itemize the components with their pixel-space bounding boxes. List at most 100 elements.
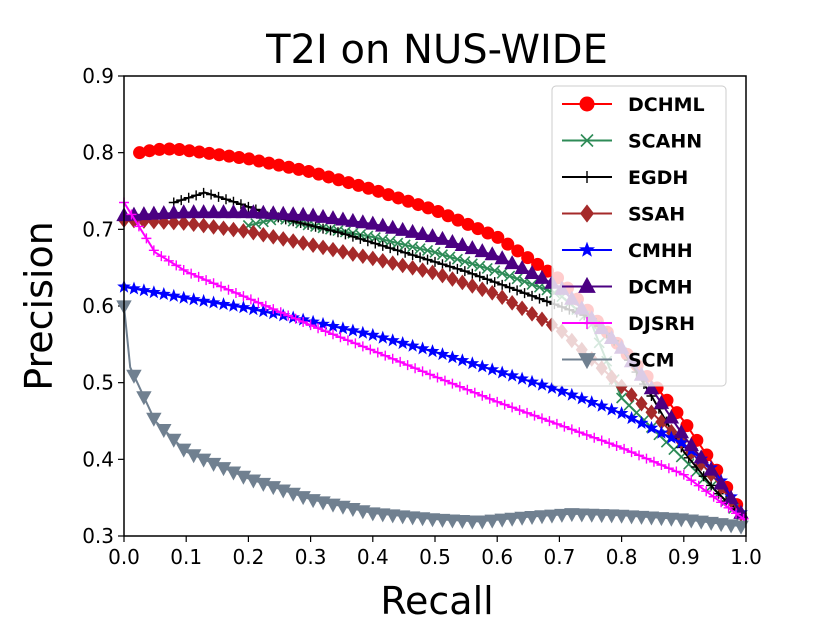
data-point <box>366 250 379 267</box>
data-point <box>356 325 370 339</box>
data-point <box>287 233 300 249</box>
data-point <box>416 262 429 278</box>
x-tick-label: 1.0 <box>730 545 762 569</box>
data-point <box>634 415 649 429</box>
data-point <box>217 220 230 237</box>
data-point <box>446 271 459 287</box>
data-point <box>365 215 381 230</box>
data-point <box>506 294 519 311</box>
data-point <box>693 480 704 491</box>
data-point <box>512 285 523 296</box>
data-point <box>476 281 489 298</box>
legend-item-dcmh: DCMH <box>562 277 693 299</box>
data-point <box>375 330 390 344</box>
data-point <box>415 341 430 355</box>
data-point <box>444 261 455 272</box>
legend-marker <box>578 353 596 370</box>
data-point <box>535 377 549 391</box>
data-point <box>559 421 570 432</box>
data-point <box>664 430 679 444</box>
data-point <box>455 353 470 367</box>
data-point <box>405 338 420 352</box>
x-tick-label: 0.8 <box>606 545 638 569</box>
data-point <box>256 304 271 318</box>
data-point <box>693 449 709 464</box>
data-point <box>126 369 142 384</box>
data-point <box>237 223 250 239</box>
data-point <box>594 398 609 412</box>
data-point <box>534 269 550 284</box>
data-point <box>387 353 398 364</box>
data-point <box>452 263 463 274</box>
data-point <box>385 243 396 254</box>
data-point <box>444 514 461 529</box>
legend-marker <box>579 241 595 257</box>
data-point <box>484 393 495 404</box>
data-point <box>619 443 630 454</box>
data-point <box>235 199 246 210</box>
data-point <box>370 238 381 249</box>
data-point <box>235 204 252 219</box>
legend-marker <box>581 317 593 329</box>
legend-marker <box>579 96 595 112</box>
data-point <box>534 293 545 304</box>
data-point <box>525 374 539 388</box>
data-point <box>708 491 719 502</box>
data-point <box>486 284 499 301</box>
data-point <box>663 409 680 424</box>
data-point <box>255 204 272 219</box>
data-point <box>275 205 291 220</box>
legend-label: EGDH <box>628 167 688 189</box>
data-point <box>137 283 151 297</box>
data-point <box>674 435 689 449</box>
series-djsrh <box>119 197 749 524</box>
data-point <box>216 297 231 311</box>
data-point <box>454 381 465 392</box>
data-point <box>494 513 510 528</box>
data-point <box>678 469 689 480</box>
legend-label: SSAH <box>628 204 685 226</box>
axis-ticks: 0.0 0.1 0.2 0.3 0.4 0.5 0.6 0.7 0.8 0.9 1.0 0.3 0.4 0… <box>82 64 762 569</box>
data-point <box>133 221 144 232</box>
legend-label: SCAHN <box>628 131 702 153</box>
data-point <box>731 508 742 519</box>
data-point <box>535 311 548 328</box>
data-point <box>564 508 580 523</box>
data-point <box>176 443 192 458</box>
data-point <box>137 213 150 229</box>
data-point <box>521 251 535 265</box>
data-point <box>205 457 222 472</box>
legend-label: DCHML <box>628 94 705 116</box>
data-point <box>146 205 162 220</box>
data-point <box>362 236 373 247</box>
y-tick-label: 0.8 <box>82 141 114 165</box>
data-point <box>335 211 351 226</box>
data-point <box>437 259 448 270</box>
data-point <box>511 273 523 285</box>
data-point <box>290 313 301 324</box>
data-point <box>604 402 619 416</box>
data-point <box>459 266 470 277</box>
data-point <box>574 391 589 405</box>
data-point <box>357 341 368 352</box>
legend-marker <box>580 204 594 223</box>
data-point <box>313 323 324 334</box>
x-tick-label: 0.6 <box>481 545 513 569</box>
data-point <box>206 295 221 309</box>
data-point <box>147 285 161 299</box>
data-point <box>366 327 380 341</box>
chart-title: T2I on NUS-WIDE <box>265 27 608 73</box>
y-axis-label: Precision <box>17 221 61 391</box>
data-point <box>429 246 441 258</box>
data-point <box>185 449 202 464</box>
data-point <box>342 335 353 346</box>
data-point <box>444 251 456 263</box>
data-point <box>671 466 682 477</box>
data-point <box>497 279 508 290</box>
data-point <box>295 206 311 221</box>
data-point <box>434 230 451 245</box>
legend-item-scm: SCM <box>562 350 675 372</box>
legend-item-cmhh: CMHH <box>562 240 693 262</box>
data-point <box>176 195 187 206</box>
